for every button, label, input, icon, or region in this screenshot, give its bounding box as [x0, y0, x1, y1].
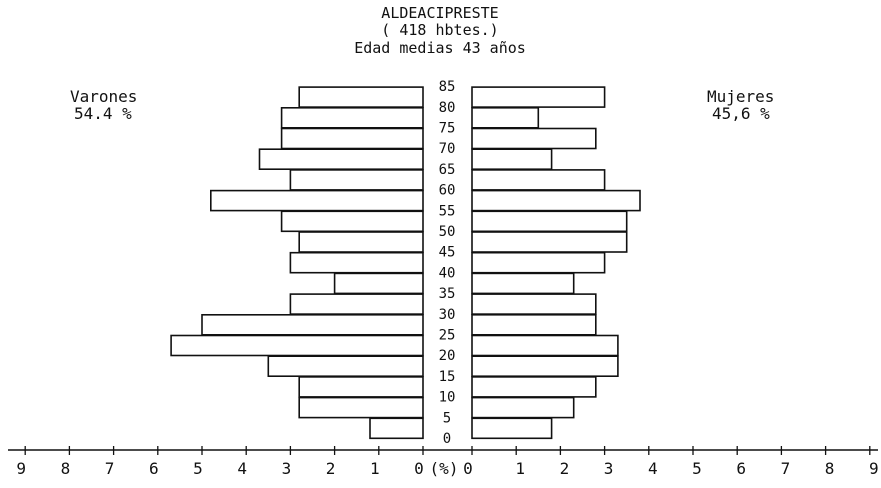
- bar-mujeres-4: [471, 334, 619, 357]
- age-label-15: 75: [439, 121, 456, 137]
- age-label-13: 65: [439, 162, 456, 178]
- tick-label-right-0: 0: [463, 459, 473, 478]
- age-label-17: 85: [439, 79, 456, 95]
- bar-mujeres-1: [471, 396, 575, 419]
- tick-label-right-5: 5: [692, 459, 702, 478]
- bar-mujeres-15: [471, 107, 540, 129]
- right-series-percentage: 45,6 %: [712, 104, 770, 123]
- age-labels-group: 0 5 10 15 20 25 30 35 40 45 50 55 60 65 70 75 80 85: [439, 79, 456, 447]
- tick-label-right-1: 1: [515, 459, 525, 478]
- age-label-2: 10: [439, 390, 456, 406]
- bar-mujeres-0: [471, 417, 553, 440]
- chart-title: ALDEACIPRESTE: [381, 4, 498, 22]
- age-label-11: 55: [439, 203, 456, 219]
- bar-varones-4: [170, 334, 424, 357]
- bar-mujeres-14: [471, 127, 597, 150]
- right-series-label: Mujeres: [707, 87, 774, 106]
- bar-varones-15: [280, 107, 424, 129]
- bar-varones-1: [298, 396, 424, 419]
- bar-mujeres-11: [471, 189, 641, 212]
- bar-mujeres-2: [471, 376, 597, 398]
- tick-label-left-0: 0: [414, 459, 424, 478]
- bar-mujeres-3: [471, 355, 619, 378]
- tick-label-right-3: 3: [604, 459, 614, 478]
- age-label-9: 45: [439, 245, 456, 261]
- age-label-10: 50: [439, 224, 456, 240]
- tick-label-left-6: 6: [149, 459, 159, 478]
- left-series-label: Varones: [70, 87, 137, 106]
- bar-varones-8: [289, 251, 424, 274]
- bar-mujeres-9: [471, 231, 628, 253]
- bar-varones-3: [267, 355, 424, 378]
- bar-varones-7: [333, 272, 424, 295]
- tick-label-left-2: 2: [326, 459, 336, 478]
- bar-mujeres-16: [471, 86, 606, 108]
- bar-varones-13: [258, 148, 424, 170]
- bars-group: [170, 86, 641, 440]
- age-label-4: 20: [439, 348, 456, 364]
- bar-varones-5: [201, 313, 424, 336]
- age-label-12: 60: [439, 183, 456, 199]
- age-label-16: 80: [439, 100, 456, 116]
- age-label-0: 0: [443, 431, 451, 447]
- tick-label-right-8: 8: [825, 459, 835, 478]
- chart-subtitle-population: ( 418 hbtes.): [381, 21, 498, 39]
- bar-varones-9: [298, 231, 424, 253]
- bar-varones-2: [298, 376, 424, 398]
- tick-label-right-2: 2: [560, 459, 570, 478]
- chart-subtitle-mean-age: Edad medias 43 años: [354, 39, 526, 57]
- age-label-1: 5: [443, 410, 451, 426]
- bar-varones-11: [210, 189, 424, 212]
- bar-mujeres-13: [471, 148, 553, 170]
- tick-label-right-9: 9: [869, 459, 879, 478]
- bar-mujeres-5: [471, 313, 597, 336]
- x-axis-ticks-group: 9 8 7 6 5 4 3 2 1 0 0 1 2 3 4 5 6 7 8 9: [16, 446, 879, 478]
- tick-label-left-1: 1: [370, 459, 380, 478]
- tick-label-left-7: 7: [105, 459, 115, 478]
- tick-label-right-4: 4: [648, 459, 658, 478]
- age-label-5: 25: [439, 328, 456, 344]
- age-label-3: 15: [439, 369, 456, 385]
- bar-varones-14: [280, 127, 424, 150]
- tick-label-left-4: 4: [237, 459, 247, 478]
- bar-mujeres-7: [471, 272, 575, 295]
- tick-label-right-7: 7: [781, 459, 791, 478]
- tick-label-left-8: 8: [61, 459, 71, 478]
- bar-varones-10: [280, 210, 424, 233]
- bar-varones-0: [369, 417, 424, 440]
- left-series-percentage: 54.4 %: [74, 104, 132, 123]
- x-axis-unit-label: (%): [430, 459, 459, 478]
- tick-label-right-6: 6: [736, 459, 746, 478]
- bar-mujeres-8: [471, 251, 606, 274]
- bar-mujeres-12: [471, 169, 606, 191]
- tick-label-left-5: 5: [193, 459, 203, 478]
- bar-varones-12: [289, 169, 424, 191]
- tick-label-left-9: 9: [16, 459, 26, 478]
- age-label-8: 40: [439, 265, 456, 281]
- age-label-7: 35: [439, 286, 456, 302]
- bar-varones-6: [289, 293, 424, 315]
- age-label-14: 70: [439, 141, 456, 157]
- bar-mujeres-6: [471, 293, 597, 315]
- bar-mujeres-10: [471, 210, 628, 233]
- tick-label-left-3: 3: [282, 459, 292, 478]
- age-label-6: 30: [439, 307, 456, 323]
- bar-varones-16: [298, 86, 424, 108]
